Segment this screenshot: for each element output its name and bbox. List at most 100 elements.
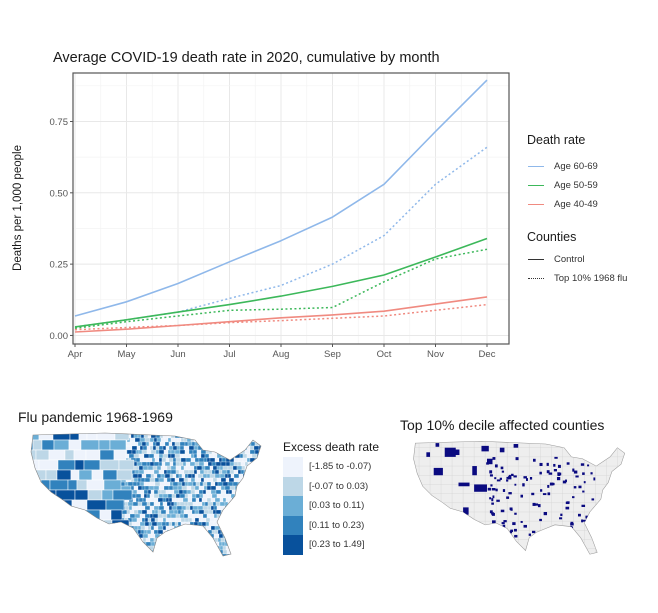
county-cell [251, 465, 257, 471]
county-cell [149, 437, 155, 443]
county-cell [164, 481, 171, 487]
county-cell [256, 533, 261, 539]
county-cell [188, 553, 194, 556]
county-cell [227, 441, 233, 447]
county-cell [170, 449, 176, 455]
county-cell [268, 538, 270, 542]
county-cell [255, 501, 261, 507]
affected-county [593, 477, 596, 481]
county-cell [214, 473, 221, 479]
county-cell [177, 481, 183, 487]
county-cell [85, 449, 101, 461]
county-cell [239, 441, 245, 447]
county-cell [165, 457, 170, 463]
county-cell [143, 469, 150, 475]
y-tick-label: 0.75 [50, 117, 69, 128]
county-cell [224, 501, 229, 507]
county-cell [171, 493, 177, 499]
county-cell [242, 505, 247, 511]
county-cell [195, 493, 201, 499]
county-cell [158, 537, 165, 543]
county-cell [266, 482, 269, 486]
county-cell [187, 441, 193, 447]
county-cell [184, 493, 189, 499]
county-cell [223, 558, 226, 562]
county-cell [35, 501, 50, 513]
county-cell [262, 558, 266, 562]
county-cell [155, 562, 159, 565]
county-cell [232, 465, 238, 471]
county-cell [246, 517, 251, 523]
county-cell [186, 433, 192, 439]
county-cell [144, 549, 149, 555]
county-cell [138, 453, 145, 459]
county-cell [189, 521, 195, 527]
bin-swatch [283, 496, 303, 516]
county-cell [221, 441, 226, 447]
county-cell [33, 519, 45, 531]
county-cell [64, 521, 83, 533]
county-cell [141, 441, 147, 447]
county-cell [133, 525, 139, 531]
county-cell [253, 433, 259, 439]
county-cell [251, 489, 258, 495]
county-cell [66, 549, 81, 556]
county-cell [135, 457, 141, 463]
county-cell [201, 497, 208, 503]
county-cell [163, 469, 168, 475]
county-cell [168, 509, 175, 515]
county-cell [229, 433, 234, 435]
county-cell [236, 437, 243, 443]
county-cell [199, 529, 205, 535]
county-cell [201, 549, 207, 555]
county-cell [81, 509, 101, 521]
affected-county [490, 484, 493, 487]
county-cell [262, 486, 265, 490]
county-cell [237, 433, 243, 439]
county-cell [249, 509, 256, 515]
county-cell [166, 469, 172, 475]
county-cell [264, 542, 267, 546]
county-cell [182, 461, 187, 467]
county-cell [174, 453, 181, 459]
county-cell [219, 521, 225, 527]
affected-county [492, 495, 495, 499]
county-cell [256, 545, 261, 551]
county-cell [144, 558, 148, 562]
county-cell [203, 477, 209, 483]
county-cell [64, 449, 75, 461]
county-cell [176, 545, 182, 551]
county-cell [220, 537, 226, 543]
county-cell [162, 517, 167, 523]
county-cell [175, 549, 180, 555]
county-cell [145, 537, 151, 543]
county-cell [79, 558, 87, 565]
county-cell [222, 545, 227, 551]
excess-death-legend: [-1.85 to -0.07) [-0.07 to 0.03) [0.03 t… [283, 457, 371, 555]
county-cell [240, 461, 246, 467]
county-cell [221, 469, 228, 475]
county-cell [201, 465, 206, 471]
county-cell [211, 545, 216, 551]
county-cell [239, 493, 245, 499]
county-cell [222, 433, 227, 439]
county-cell [194, 485, 200, 491]
county-cell [266, 530, 270, 534]
county-cell [251, 558, 254, 562]
county-cell [132, 497, 137, 503]
county-cell [41, 558, 53, 565]
affected-county [507, 534, 511, 537]
county-cell [212, 465, 218, 471]
county-cell [260, 501, 261, 507]
county-cell [145, 433, 151, 435]
county-cell [189, 549, 194, 555]
county-cell [248, 553, 255, 556]
county-cell [148, 441, 154, 447]
county-cell [219, 497, 224, 503]
county-cell [192, 513, 199, 519]
county-cell [149, 433, 156, 435]
county-cell [31, 499, 36, 511]
county-cell [74, 529, 91, 541]
county-cell [259, 517, 261, 523]
county-cell [268, 478, 270, 482]
